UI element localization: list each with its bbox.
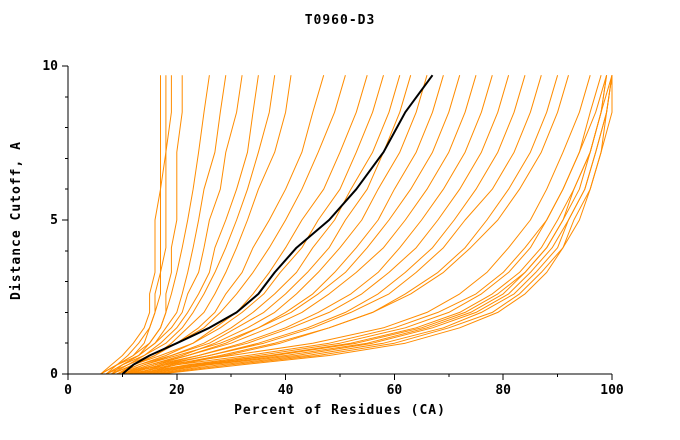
series-model-23: [133, 75, 526, 375]
series-model-13: [116, 75, 368, 375]
series-model-01: [100, 75, 161, 375]
series-model-02: [105, 75, 167, 375]
series-model-16: [116, 75, 412, 375]
series-model-04: [111, 75, 183, 375]
series-model-08: [111, 75, 259, 375]
x-tick-label: 40: [278, 383, 294, 398]
chart-title: T0960-D3: [304, 13, 376, 28]
series-model-34: [133, 75, 608, 375]
series-model-22: [122, 75, 510, 375]
series-model-05: [100, 75, 210, 375]
x-tick-label: 80: [495, 383, 511, 398]
series-model-07: [100, 75, 243, 375]
series-model-32: [138, 75, 613, 375]
series-model-36: [144, 75, 613, 375]
series-model-25: [138, 75, 559, 375]
series-model-30: [127, 75, 608, 375]
series-highlighted-model: [121, 74, 434, 375]
x-tick-label: 20: [169, 383, 185, 398]
series-model-27: [122, 75, 591, 375]
series-model-03: [100, 75, 172, 375]
series-model-35: [160, 75, 613, 375]
series-model-28: [133, 75, 602, 375]
y-tick-label: 10: [42, 59, 58, 74]
series-model-20: [122, 75, 477, 375]
x-tick-label: 0: [64, 383, 72, 398]
series-model-26: [133, 75, 569, 375]
series-model-17: [122, 75, 428, 375]
y-tick-label: 0: [50, 367, 58, 382]
x-tick-label: 60: [387, 383, 403, 398]
series-model-09: [105, 75, 276, 375]
x-axis-label: Percent of Residues (CA): [234, 403, 446, 418]
x-tick-label: 100: [600, 383, 624, 398]
series-model-24: [127, 75, 542, 375]
series-model-19: [116, 75, 461, 375]
y-tick-label: 5: [50, 213, 58, 228]
series-model-11: [111, 75, 325, 375]
series-model-14: [111, 75, 384, 375]
